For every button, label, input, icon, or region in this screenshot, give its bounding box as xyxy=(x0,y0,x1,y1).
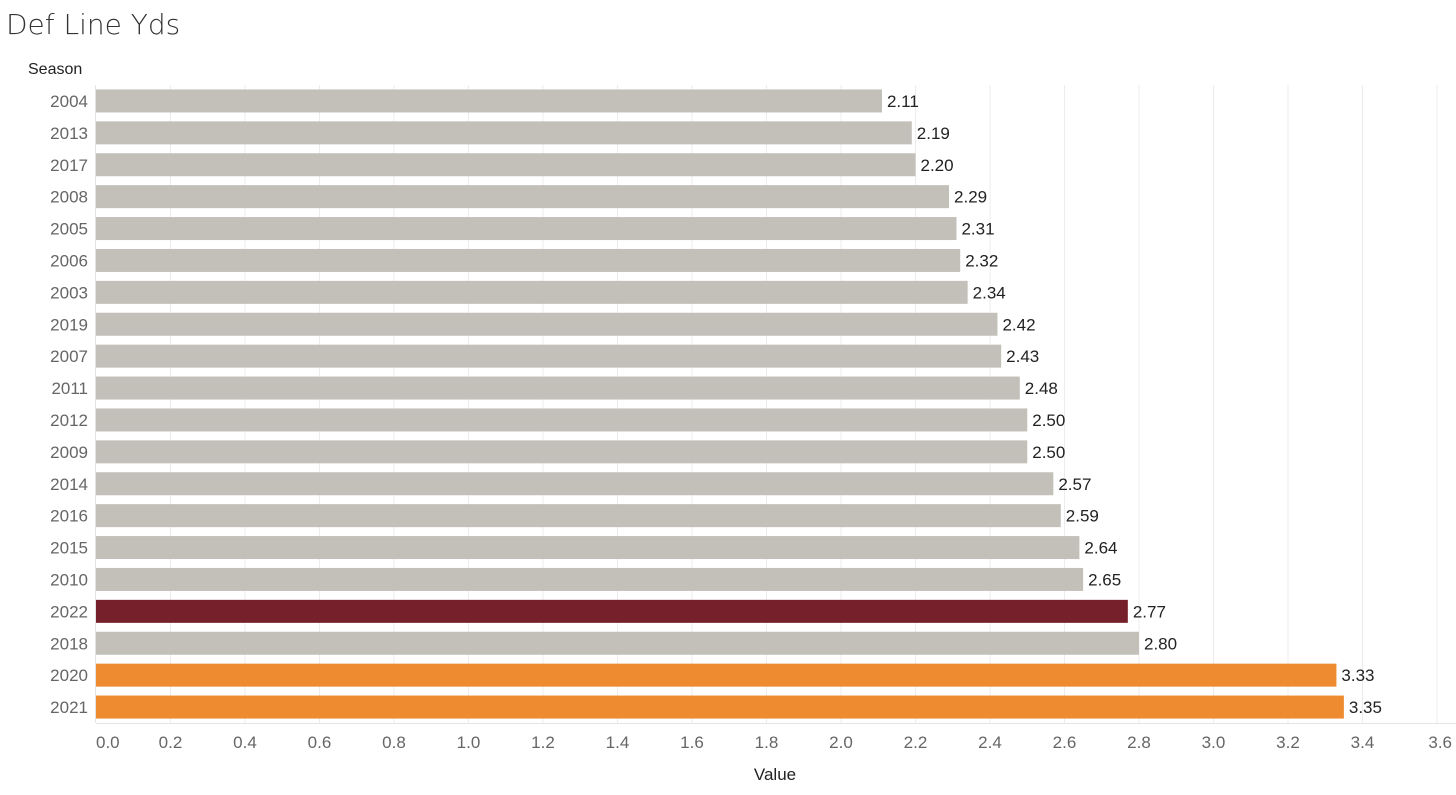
category-label: 2020 xyxy=(50,666,88,685)
x-tick-label: 2.8 xyxy=(1127,733,1151,752)
bar xyxy=(96,248,961,272)
bar xyxy=(96,663,1337,687)
x-tick-label: 3.2 xyxy=(1276,733,1300,752)
data-label: 2.34 xyxy=(973,283,1006,302)
data-label: 2.20 xyxy=(921,156,954,175)
x-tick-label: 0.0 xyxy=(96,733,120,752)
data-label: 2.48 xyxy=(1025,379,1058,398)
bar xyxy=(96,472,1054,496)
bar xyxy=(96,344,1002,368)
data-label: 2.80 xyxy=(1144,634,1177,653)
category-label: 2008 xyxy=(50,188,88,207)
x-tick-label: 1.0 xyxy=(457,733,481,752)
x-axis-title: Value xyxy=(754,765,796,784)
x-tick-label: 1.8 xyxy=(755,733,779,752)
category-label: 2011 xyxy=(51,379,88,398)
x-tick-label: 2.4 xyxy=(978,733,1002,752)
bar xyxy=(96,312,998,336)
bar xyxy=(96,376,1020,400)
bar xyxy=(96,504,1061,528)
data-label: 2.57 xyxy=(1058,475,1091,494)
bar xyxy=(96,185,950,209)
category-label: 2006 xyxy=(50,251,88,270)
bar xyxy=(96,440,1028,464)
category-label: 2005 xyxy=(50,220,88,239)
category-label: 2017 xyxy=(50,156,88,175)
row-header-label: Season xyxy=(28,61,83,78)
data-label: 2.50 xyxy=(1032,443,1065,462)
bar xyxy=(96,89,882,113)
x-tick-label: 1.2 xyxy=(531,733,555,752)
data-label: 2.50 xyxy=(1032,411,1065,430)
category-label: 2022 xyxy=(50,602,88,621)
x-tick-label: 0.2 xyxy=(159,733,183,752)
category-label: 2007 xyxy=(50,347,88,366)
x-tick-label: 3.4 xyxy=(1351,733,1375,752)
x-tick-label: 1.4 xyxy=(606,733,630,752)
bar xyxy=(96,695,1344,719)
category-label: 2015 xyxy=(50,539,88,558)
category-label: 2019 xyxy=(50,315,88,334)
x-tick-label: 3.0 xyxy=(1202,733,1226,752)
data-label: 2.64 xyxy=(1084,539,1117,558)
data-label: 2.42 xyxy=(1002,315,1035,334)
x-tick-label: 2.0 xyxy=(829,733,853,752)
category-label: 2012 xyxy=(50,411,88,430)
category-label: 2009 xyxy=(50,443,88,462)
data-label: 2.77 xyxy=(1133,602,1166,621)
bar xyxy=(96,599,1128,623)
x-tick-label: 0.4 xyxy=(233,733,257,752)
data-label: 3.33 xyxy=(1341,666,1374,685)
bar xyxy=(96,567,1084,591)
chart-title: Def Line Yds xyxy=(6,8,181,41)
category-label: 2018 xyxy=(50,634,88,653)
data-label: 3.35 xyxy=(1349,698,1382,717)
data-label: 2.31 xyxy=(961,220,994,239)
data-label: 2.65 xyxy=(1088,570,1121,589)
category-label: 2004 xyxy=(50,92,88,111)
data-label: 2.11 xyxy=(887,92,919,111)
category-label: 2003 xyxy=(50,283,88,302)
x-tick-label: 1.6 xyxy=(680,733,704,752)
category-label: 2013 xyxy=(50,124,88,143)
bar xyxy=(96,408,1028,432)
category-label: 2010 xyxy=(50,570,88,589)
data-label: 2.43 xyxy=(1006,347,1039,366)
bar xyxy=(96,631,1139,655)
x-tick-label: 0.6 xyxy=(308,733,332,752)
bar xyxy=(96,153,916,177)
category-label: 2021 xyxy=(50,698,88,717)
bar xyxy=(96,121,912,145)
bar xyxy=(96,536,1080,560)
x-tick-label: 2.2 xyxy=(904,733,928,752)
data-label: 2.32 xyxy=(965,251,998,270)
x-tick-label: 2.6 xyxy=(1053,733,1077,752)
data-label: 2.19 xyxy=(917,124,950,143)
bar xyxy=(96,280,968,304)
category-label: 2016 xyxy=(50,507,88,526)
x-tick-label: 0.8 xyxy=(382,733,406,752)
data-label: 2.29 xyxy=(954,188,987,207)
x-tick-label: 3.6 xyxy=(1428,733,1452,752)
category-label: 2014 xyxy=(50,475,88,494)
bar xyxy=(96,217,957,241)
data-label: 2.59 xyxy=(1066,507,1099,526)
